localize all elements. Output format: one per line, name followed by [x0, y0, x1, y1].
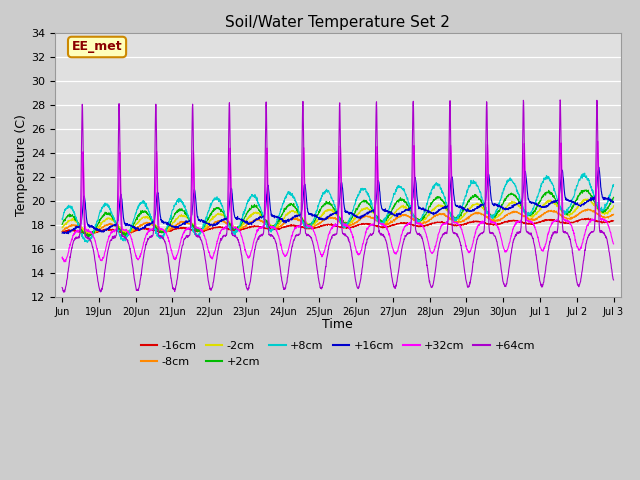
Line: +2cm: +2cm	[62, 190, 614, 238]
Line: +64cm: +64cm	[62, 100, 614, 292]
+64cm	[577, 279, 584, 285]
-2cm	[354, 212, 362, 217]
+32cm	[366, 223, 374, 229]
+2cm	[366, 202, 374, 208]
+64cm	[58, 285, 66, 290]
Title: Soil/Water Temperature Set 2: Soil/Water Temperature Set 2	[225, 15, 451, 30]
+16cm	[499, 204, 506, 210]
-8cm	[577, 210, 584, 216]
-8cm	[212, 218, 220, 224]
-8cm	[584, 206, 591, 212]
+16cm	[577, 203, 584, 208]
-16cm	[212, 224, 220, 230]
+2cm	[610, 194, 618, 200]
-2cm	[561, 211, 569, 217]
-8cm	[85, 231, 93, 237]
+16cm	[65, 231, 72, 237]
+32cm	[594, 138, 602, 144]
+32cm	[499, 240, 506, 246]
Text: EE_met: EE_met	[72, 40, 122, 53]
-2cm	[577, 201, 584, 206]
+16cm	[58, 230, 66, 236]
+64cm	[610, 277, 618, 283]
+32cm	[58, 255, 66, 261]
+8cm	[499, 190, 506, 195]
+32cm	[212, 244, 220, 250]
-8cm	[561, 215, 569, 220]
+32cm	[577, 246, 584, 252]
+8cm	[581, 170, 589, 176]
+64cm	[561, 228, 569, 234]
+32cm	[60, 259, 68, 265]
Line: -2cm: -2cm	[62, 199, 614, 234]
+32cm	[610, 241, 618, 247]
+8cm	[561, 210, 569, 216]
-16cm	[561, 220, 569, 226]
-2cm	[212, 212, 220, 218]
-16cm	[584, 215, 592, 221]
Line: -8cm: -8cm	[62, 209, 614, 234]
-2cm	[58, 225, 66, 231]
-16cm	[58, 229, 66, 235]
+64cm	[212, 260, 220, 266]
+64cm	[556, 97, 564, 103]
-2cm	[87, 231, 95, 237]
+2cm	[58, 221, 66, 227]
Line: +8cm: +8cm	[62, 173, 614, 242]
+8cm	[83, 240, 91, 245]
Line: +32cm: +32cm	[62, 141, 614, 262]
+8cm	[58, 216, 66, 222]
+32cm	[354, 252, 362, 257]
-8cm	[366, 214, 374, 220]
-8cm	[499, 216, 506, 221]
+16cm	[595, 164, 602, 170]
X-axis label: Time: Time	[323, 318, 353, 331]
Y-axis label: Temperature (C): Temperature (C)	[15, 114, 28, 216]
+8cm	[354, 193, 362, 199]
+16cm	[354, 214, 362, 220]
-2cm	[584, 196, 592, 202]
+64cm	[366, 232, 374, 238]
-8cm	[354, 218, 362, 224]
-16cm	[610, 218, 618, 224]
+2cm	[212, 205, 220, 211]
+8cm	[212, 197, 220, 203]
+2cm	[561, 210, 569, 216]
+16cm	[561, 193, 569, 199]
+16cm	[366, 208, 374, 214]
+2cm	[84, 235, 92, 240]
+8cm	[610, 182, 618, 188]
+64cm	[499, 273, 506, 279]
-16cm	[366, 222, 374, 228]
-16cm	[84, 231, 92, 237]
-16cm	[577, 217, 584, 223]
Line: -16cm: -16cm	[62, 218, 614, 234]
-2cm	[499, 210, 506, 216]
+2cm	[582, 187, 590, 192]
-8cm	[610, 212, 618, 217]
+2cm	[577, 190, 584, 195]
+2cm	[499, 202, 506, 208]
Legend: -16cm, -8cm, -2cm, +2cm, +8cm, +16cm, +32cm, +64cm: -16cm, -8cm, -2cm, +2cm, +8cm, +16cm, +3…	[136, 336, 540, 371]
+64cm	[354, 285, 362, 290]
-16cm	[499, 220, 506, 226]
-16cm	[354, 222, 362, 228]
+8cm	[577, 176, 584, 181]
-8cm	[58, 228, 66, 234]
+32cm	[561, 217, 569, 223]
-2cm	[366, 207, 374, 213]
+8cm	[366, 197, 374, 203]
+16cm	[212, 222, 220, 228]
+64cm	[60, 289, 67, 295]
Line: +16cm: +16cm	[62, 167, 614, 234]
+16cm	[610, 199, 618, 205]
+2cm	[354, 205, 362, 211]
-2cm	[610, 203, 618, 209]
